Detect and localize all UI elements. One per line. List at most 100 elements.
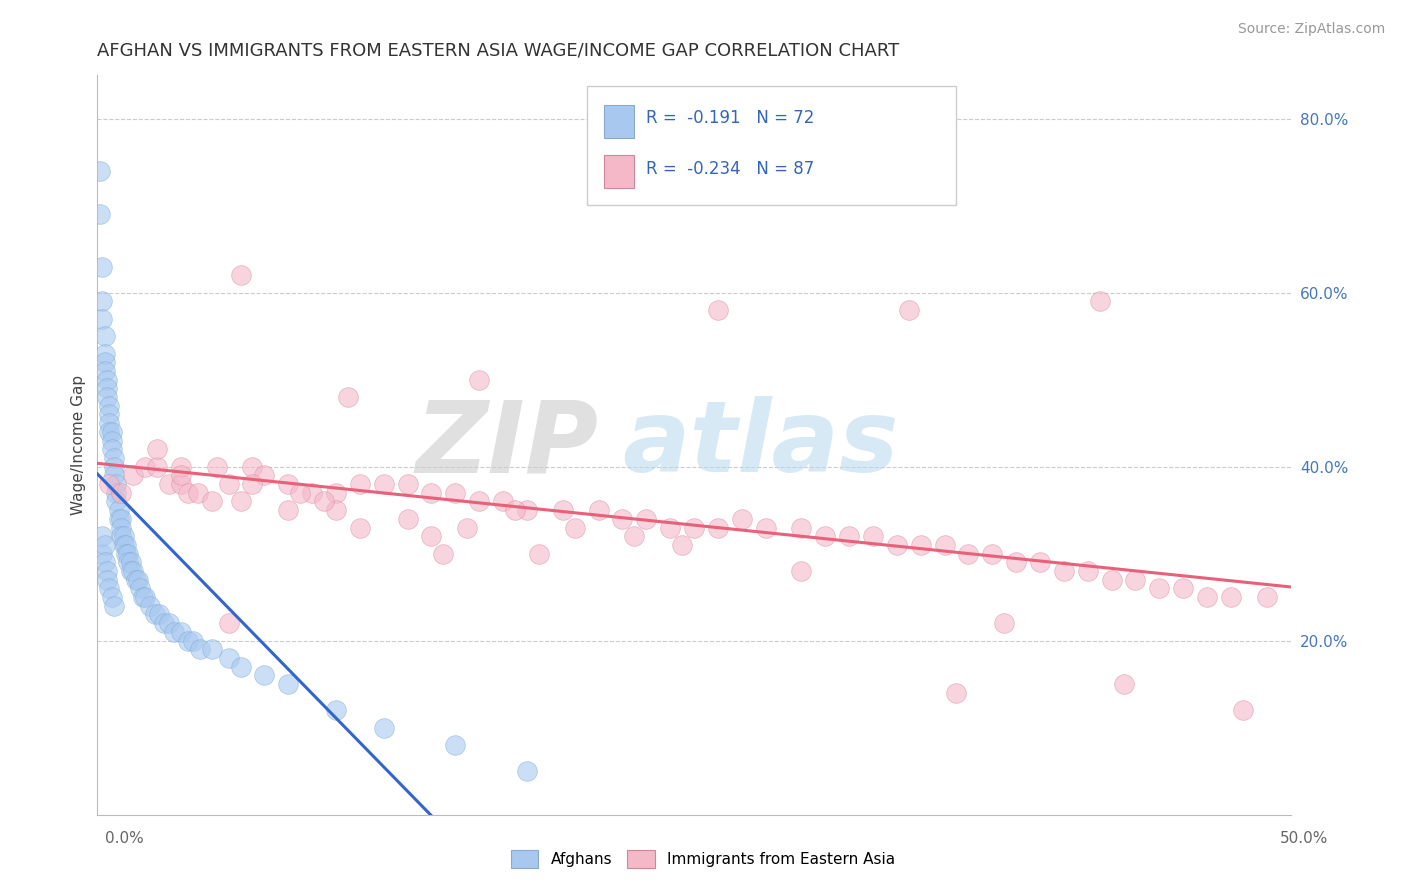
Point	[444, 738, 467, 752]
Point	[564, 520, 586, 534]
Point	[1053, 564, 1076, 578]
Point	[103, 459, 125, 474]
Point	[790, 564, 813, 578]
Point	[91, 529, 114, 543]
Point	[897, 303, 920, 318]
Point	[177, 633, 200, 648]
Text: atlas: atlas	[623, 396, 898, 493]
Point	[420, 529, 443, 543]
Point	[731, 512, 754, 526]
Point	[93, 355, 115, 369]
Point	[98, 425, 121, 439]
Point	[201, 494, 224, 508]
Point	[177, 485, 200, 500]
Point	[91, 294, 114, 309]
Point	[1256, 590, 1278, 604]
Point	[157, 477, 180, 491]
Point	[218, 651, 240, 665]
Point	[420, 485, 443, 500]
Point	[312, 494, 335, 508]
Point	[148, 607, 170, 622]
Point	[1077, 564, 1099, 578]
Point	[134, 459, 156, 474]
Point	[181, 633, 204, 648]
Point	[89, 164, 111, 178]
Point	[110, 485, 132, 500]
Point	[636, 512, 658, 526]
Point	[790, 520, 813, 534]
Point	[91, 547, 114, 561]
Point	[683, 520, 706, 534]
Point	[886, 538, 908, 552]
Point	[396, 512, 419, 526]
Point	[1101, 573, 1123, 587]
Point	[108, 503, 131, 517]
Point	[93, 346, 115, 360]
Point	[993, 616, 1015, 631]
Point	[325, 703, 347, 717]
Point	[218, 616, 240, 631]
Point	[96, 390, 118, 404]
Point	[503, 503, 526, 517]
Point	[163, 624, 186, 639]
Point	[93, 364, 115, 378]
Point	[588, 503, 610, 517]
Point	[96, 573, 118, 587]
Point	[98, 416, 121, 430]
Bar	[605, 104, 634, 138]
Point	[105, 477, 128, 491]
Point	[110, 520, 132, 534]
Point	[93, 538, 115, 552]
Point	[456, 520, 478, 534]
Text: Source: ZipAtlas.com: Source: ZipAtlas.com	[1237, 22, 1385, 37]
Point	[396, 477, 419, 491]
Text: R =  -0.234   N = 87: R = -0.234 N = 87	[647, 160, 814, 178]
Point	[325, 485, 347, 500]
Point	[91, 311, 114, 326]
Point	[89, 207, 111, 221]
Point	[1125, 573, 1147, 587]
Point	[1005, 555, 1028, 569]
Point	[1029, 555, 1052, 569]
Point	[105, 485, 128, 500]
Point	[1112, 677, 1135, 691]
Point	[115, 547, 138, 561]
Point	[612, 512, 634, 526]
Point	[170, 468, 193, 483]
Point	[115, 538, 138, 552]
Point	[98, 477, 121, 491]
Point	[96, 564, 118, 578]
Point	[527, 547, 550, 561]
Point	[100, 442, 122, 457]
Point	[277, 503, 299, 517]
Point	[112, 538, 135, 552]
Point	[242, 477, 264, 491]
Point	[290, 485, 312, 500]
Bar	[605, 155, 634, 188]
Point	[945, 686, 967, 700]
Point	[277, 677, 299, 691]
Point	[373, 721, 395, 735]
Point	[201, 642, 224, 657]
Point	[170, 624, 193, 639]
Point	[127, 573, 149, 587]
Point	[103, 468, 125, 483]
Point	[325, 503, 347, 517]
FancyBboxPatch shape	[586, 87, 956, 204]
Point	[253, 668, 276, 682]
Point	[103, 599, 125, 613]
Point	[117, 555, 139, 569]
Point	[98, 582, 121, 596]
Point	[100, 425, 122, 439]
Point	[1232, 703, 1254, 717]
Y-axis label: Wage/Income Gap: Wage/Income Gap	[72, 375, 86, 515]
Point	[336, 390, 359, 404]
Text: ZIP: ZIP	[416, 396, 599, 493]
Point	[108, 512, 131, 526]
Text: 0.0%: 0.0%	[105, 831, 145, 846]
Point	[492, 494, 515, 508]
Point	[373, 477, 395, 491]
Point	[468, 373, 491, 387]
Point	[98, 399, 121, 413]
Point	[1173, 582, 1195, 596]
